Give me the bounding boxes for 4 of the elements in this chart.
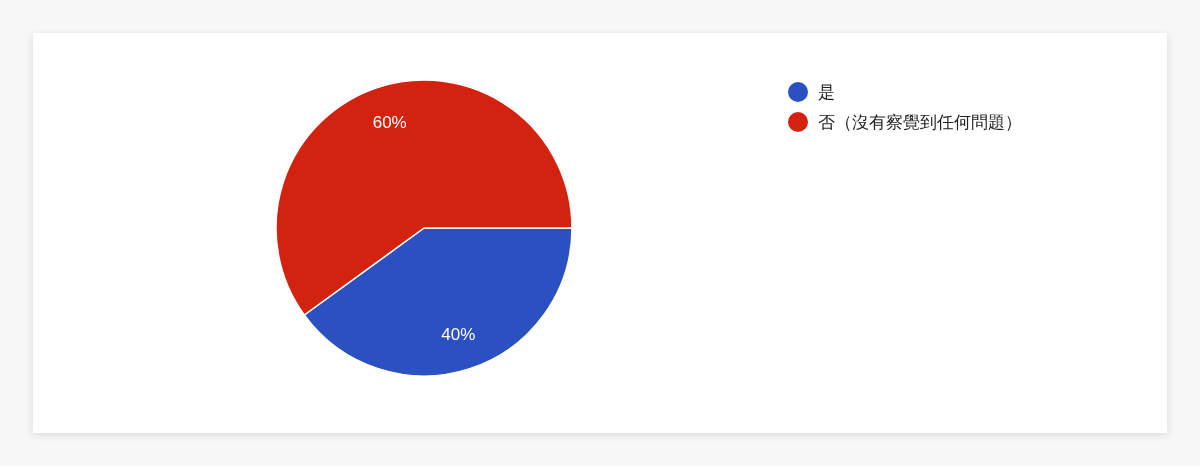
data-label: 40%: [441, 324, 476, 344]
legend-label: 否（沒有察覺到任何問題）: [818, 113, 1022, 132]
legend-label: 是: [818, 83, 835, 102]
data-label: 60%: [372, 113, 407, 133]
